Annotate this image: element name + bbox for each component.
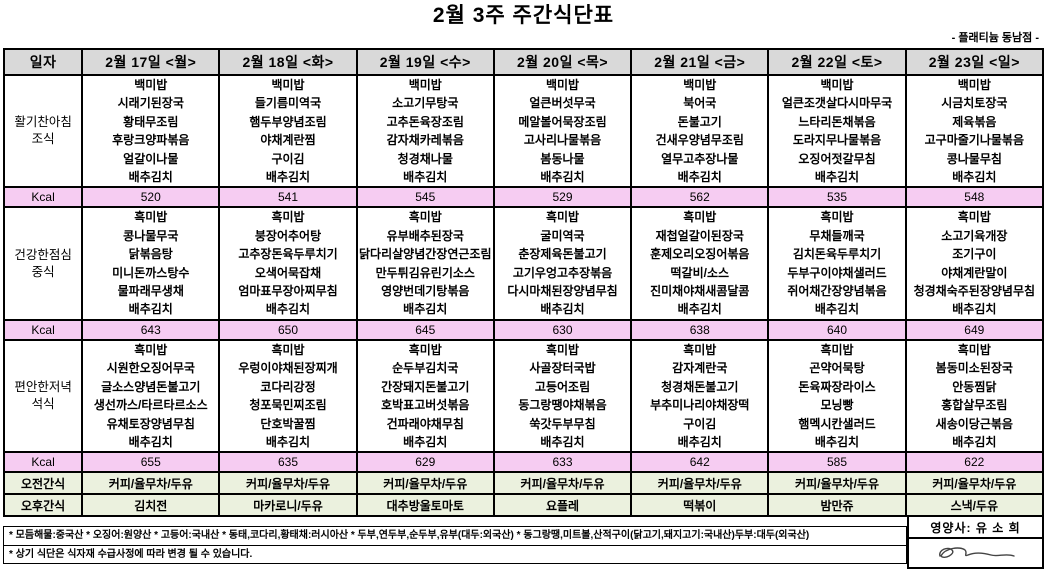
afternoon-snack-thu: 요플레: [492, 493, 633, 518]
lunch-kcal-wed: 645: [355, 318, 495, 341]
lunch-menu-mon: 흑미밥 콩나물무국 닭볶음탕 미니돈까스탕수 물파래무생채 배추김치: [81, 206, 221, 321]
signature-icon: [938, 547, 1015, 559]
afternoon-snack-wed: 대추방울토마토: [355, 493, 495, 518]
lunch-kcal-mon: 643: [81, 318, 221, 341]
dinner-menu-tue: 흑미밥 우렁이야채된장찌개 코다리강정 청포묵민찌조림 단호박꿀찜 배추김치: [218, 338, 358, 454]
dinner-kcal-wed: 629: [355, 451, 495, 474]
lunch-kcal-sat: 640: [767, 318, 907, 341]
breakfast-menu-fri: 백미밥 북어국 돈불고기 건새우양념무조림 열무고추장나물 배추김치: [630, 73, 770, 189]
dinner-menu-sun: 흑미밥 봄동미소된장국 안동찜닭 홍합살무조림 새송이당근볶음 배추김치: [904, 338, 1045, 454]
morning-snack-thu: 커피/율무차/두유: [492, 471, 633, 496]
header-row: 일자 2월 17일 <월> 2월 18일 <화> 2월 19일 <수> 2월 2…: [2, 48, 1045, 76]
column-header-tue: 2월 18일 <화>: [218, 48, 358, 76]
lunch-menu-sat: 흑미밥 무채들깨국 김치돈육두루치기 두부구이야채샐러드 쥐어채간장양념볶음 배…: [767, 206, 907, 321]
lunch-kcal-row: Kcal 643 650 645 630 638 640 649: [2, 318, 1045, 341]
breakfast-kcal-sat: 535: [767, 186, 907, 209]
morning-snack-sun: 커피/율무차/두유: [904, 471, 1045, 496]
morning-snack-tue: 커피/율무차/두유: [218, 471, 358, 496]
dinner-kcal-sun: 622: [904, 451, 1045, 474]
afternoon-snack-fri: 떡볶이: [630, 493, 770, 518]
dinner-menu-thu: 흑미밥 사골장터국밥 고등어조림 동그랑땡야채볶음 쑥갓두부무침 배추김치: [492, 338, 633, 454]
breakfast-menu-tue: 백미밥 들기름미역국 햄두부양념조림 야채계란찜 구이김 배추김치: [218, 73, 358, 189]
breakfast-kcal-wed: 545: [355, 186, 495, 209]
footer-section: * 모듬해물:중국산 * 오징어:원양산 * 고등어:국내산 * 동태,코다리,…: [3, 517, 1044, 570]
dinner-menu-sat: 흑미밥 곤약어묵탕 돈육짜장라이스 모닝빵 햄멕시칸샐러드 배추김치: [767, 338, 907, 454]
breakfast-menu-wed: 백미밥 소고기무탕국 고추돈육장조림 감자채카레볶음 청경채나물 배추김치: [355, 73, 495, 189]
morning-snack-wed: 커피/율무차/두유: [355, 471, 495, 496]
lunch-label: 건강한점심 중식: [2, 206, 84, 321]
breakfast-row: 활기찬아침 조식 백미밥 시래기된장국 황태무조림 후랑크양파볶음 얼갈이나물 …: [2, 73, 1045, 189]
dinner-kcal-row: Kcal 655 635 629 633 642 585 622: [2, 451, 1045, 474]
morning-snack-sat: 커피/율무차/두유: [767, 471, 907, 496]
kcal-label: Kcal: [2, 186, 84, 209]
breakfast-menu-sun: 백미밥 시금치토장국 제육볶음 고구마줄기나물볶음 콩나물무침 배추김치: [904, 73, 1045, 189]
dinner-menu-mon: 흑미밥 시원한오징어무국 글소스양념돈불고기 생선까스/타르타르소스 유채토장양…: [81, 338, 221, 454]
column-header-wed: 2월 19일 <수>: [355, 48, 495, 76]
lunch-menu-tue: 흑미밥 붕장어추어탕 고추장돈육두루치기 오색어묵잡채 엄마표무장아찌무침 배추…: [218, 206, 358, 321]
nutritionist-box: 영양사: 유 소 희: [907, 517, 1044, 570]
lunch-kcal-fri: 638: [630, 318, 770, 341]
breakfast-kcal-fri: 562: [630, 186, 770, 209]
column-header-mon: 2월 17일 <월>: [81, 48, 221, 76]
origin-notes: * 모듬해물:중국산 * 오징어:원양산 * 고등어:국내산 * 동태,코다리,…: [3, 517, 907, 565]
morning-snack-mon: 커피/율무차/두유: [81, 471, 221, 496]
dinner-label: 편안한저녁 석식: [2, 338, 84, 454]
lunch-kcal-tue: 650: [218, 318, 358, 341]
breakfast-label: 활기찬아침 조식: [2, 73, 84, 189]
dinner-row: 편안한저녁 석식 흑미밥 시원한오징어무국 글소스양념돈불고기 생선까스/타르타…: [2, 338, 1045, 454]
dinner-kcal-fri: 642: [630, 451, 770, 474]
lunch-menu-thu: 흑미밥 굴미역국 춘장제육돈불고기 고기우엉고추장볶음 다시마채된장양념무침 배…: [492, 206, 633, 321]
afternoon-snack-row: 오후간식 김치전 마카로니/두유 대추방울토마토 요플레 떡볶이 밤만쥬 스낵/…: [2, 493, 1045, 518]
lunch-kcal-thu: 630: [492, 318, 633, 341]
morning-snack-fri: 커피/율무차/두유: [630, 471, 770, 496]
breakfast-kcal-sun: 548: [904, 186, 1045, 209]
origin-notes-box: * 모듬해물:중국산 * 오징어:원양산 * 고등어:국내산 * 동태,코다리,…: [3, 526, 907, 565]
column-header-thu: 2월 20일 <목>: [492, 48, 633, 76]
menu-change-note-line: * 상기 식단은 식자재 수급사정에 따라 변경 될 수 있습니다.: [4, 545, 906, 563]
breakfast-menu-thu: 백미밥 얼큰버섯무국 메알볼어묵장조림 고사리나물볶음 봄동나물 배추김치: [492, 73, 633, 189]
breakfast-kcal-mon: 520: [81, 186, 221, 209]
kcal-label: Kcal: [2, 451, 84, 474]
dinner-kcal-mon: 655: [81, 451, 221, 474]
breakfast-menu-sat: 백미밥 얼큰조갯살다시마무국 느타리돈채볶음 도라지무나물볶음 오징어젓갈무침 …: [767, 73, 907, 189]
morning-snack-label: 오전간식: [2, 471, 84, 496]
afternoon-snack-tue: 마카로니/두유: [218, 493, 358, 518]
column-header-sat: 2월 22일 <토>: [767, 48, 907, 76]
branch-label: - 플래티늄 동남점 -: [951, 32, 1039, 44]
lunch-menu-fri: 흑미밥 재첩얼갈이된장국 훈제오리오징어볶음 떡갈비/소스 진미채야채새콤달콤 …: [630, 206, 770, 321]
dinner-kcal-tue: 635: [218, 451, 358, 474]
column-header-fri: 2월 21일 <금>: [630, 48, 770, 76]
dinner-kcal-sat: 585: [767, 451, 907, 474]
afternoon-snack-mon: 김치전: [81, 493, 221, 518]
morning-snack-row: 오전간식 커피/율무차/두유 커피/율무차/두유 커피/율무차/두유 커피/율무…: [2, 471, 1045, 496]
breakfast-kcal-row: Kcal 520 541 545 529 562 535 548: [2, 186, 1045, 209]
lunch-menu-wed: 흑미밥 유부배추된장국 닭다리살양념간장연근조림 만두튀김유린기소스 영양번데기…: [355, 206, 495, 321]
page-title: 2월 3주 주간식단표: [432, 4, 615, 27]
breakfast-menu-mon: 백미밥 시래기된장국 황태무조림 후랑크양파볶음 얼갈이나물 배추김치: [81, 73, 221, 189]
column-header-sun: 2월 23일 <일>: [904, 48, 1045, 76]
nutritionist-signature: [909, 539, 1042, 567]
lunch-menu-sun: 흑미밥 소고기육개장 조기구이 야채계란말이 청경채숙주된장양념무침 배추김치: [904, 206, 1045, 321]
afternoon-snack-label: 오후간식: [2, 493, 84, 518]
breakfast-kcal-thu: 529: [492, 186, 633, 209]
kcal-label: Kcal: [2, 318, 84, 341]
afternoon-snack-sat: 밤만쥬: [767, 493, 907, 518]
lunch-kcal-sun: 649: [904, 318, 1045, 341]
dinner-menu-wed: 흑미밥 순두부김치국 간장돼지돈불고기 호박표고버섯볶음 건파래야채무침 배추김…: [355, 338, 495, 454]
breakfast-kcal-tue: 541: [218, 186, 358, 209]
dinner-kcal-thu: 633: [492, 451, 633, 474]
origin-note-line: * 모듬해물:중국산 * 오징어:원양산 * 고등어:국내산 * 동태,코다리,…: [9, 530, 810, 542]
column-header-date: 일자: [2, 48, 84, 76]
lunch-row: 건강한점심 중식 흑미밥 콩나물무국 닭볶음탕 미니돈까스탕수 물파래무생채 배…: [2, 206, 1045, 321]
nutritionist-label: 영양사: 유 소 희: [909, 517, 1042, 540]
afternoon-snack-sun: 스낵/두유: [904, 493, 1045, 518]
dinner-menu-fri: 흑미밥 감자계란국 청경채돈불고기 부추미나리야채장떡 구이김 배추김치: [630, 338, 770, 454]
weekly-menu-table: 일자 2월 17일 <월> 2월 18일 <화> 2월 19일 <수> 2월 2…: [2, 48, 1045, 518]
